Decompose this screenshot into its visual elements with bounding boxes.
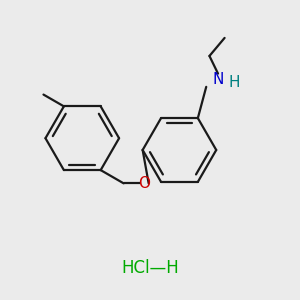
Text: H: H [229, 75, 240, 90]
Text: HCl—H: HCl—H [121, 259, 179, 277]
Text: O: O [138, 176, 150, 191]
Text: N: N [212, 72, 224, 87]
